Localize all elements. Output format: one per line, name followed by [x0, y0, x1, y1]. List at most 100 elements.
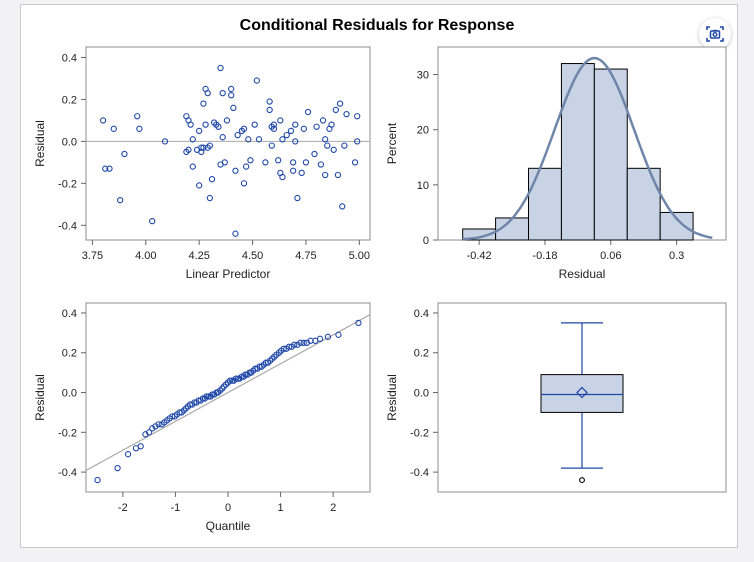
qq-point — [297, 339, 304, 346]
qq-plot-x-tick-label: 0 — [225, 502, 231, 514]
residual-histogram-y-tick-label: 0 — [423, 235, 429, 247]
qq-point — [355, 319, 362, 327]
residual-boxplot-y-tick-label: -0.4 — [410, 467, 429, 479]
residual-point — [232, 230, 239, 237]
residual-point — [189, 136, 196, 143]
residual-point — [215, 123, 222, 130]
residual-point — [313, 123, 320, 130]
residual-vs-predictor-y-tick-label: 0.4 — [62, 52, 77, 64]
residual-histogram-x-axis-label: Residual — [559, 267, 606, 281]
mean-diamond — [576, 386, 588, 399]
residual-histogram-y-tick-label: 20 — [417, 125, 429, 137]
residual-point — [206, 142, 213, 149]
histogram-bar — [659, 211, 694, 241]
qq-plot-plot-area — [85, 302, 371, 493]
residual-vs-predictor-x-tick-label: 4.00 — [135, 250, 156, 262]
residual-histogram-y-axis-label: Percent — [385, 122, 399, 164]
residual-point — [189, 163, 196, 170]
residual-point — [99, 117, 107, 124]
residual-point — [268, 142, 275, 149]
residual-point — [292, 138, 299, 145]
normal-density-curve — [462, 56, 713, 241]
residual-point — [217, 64, 224, 72]
camera-focus-icon — [706, 26, 724, 42]
residual-point — [322, 171, 329, 179]
qq-point — [124, 451, 132, 458]
residual-histogram-panel: 0 10 20 30 -0.42 -0.18 0.06 0.3 Residual Percent — [385, 46, 727, 281]
residual-point — [240, 180, 248, 187]
residual-vs-predictor-y-tick-label: 0.2 — [62, 94, 77, 106]
residual-histogram-y-tick-label: 30 — [417, 70, 429, 82]
qq-point — [291, 341, 298, 348]
qq-plot-x-tick-label: -1 — [171, 502, 181, 514]
residual-boxplot-y-tick-label: -0.2 — [410, 427, 429, 439]
qq-point — [280, 345, 287, 352]
residual-vs-predictor-x-tick-label: 3.75 — [82, 250, 103, 262]
residual-point — [219, 134, 226, 141]
residual-point — [262, 159, 269, 166]
residual-point — [247, 157, 254, 164]
histogram-bar — [626, 167, 661, 241]
residual-point — [136, 125, 143, 132]
residual-vs-predictor-x-tick-label: 4.50 — [242, 250, 263, 262]
residual-point — [336, 100, 344, 107]
qq-plot-y-tick-label: -0.2 — [58, 427, 77, 439]
residual-point — [234, 131, 241, 139]
qq-point — [114, 464, 121, 472]
residual-vs-predictor-x-tick-label: 5.00 — [349, 250, 370, 262]
residual-vs-predictor-y-axis-label: Residual — [33, 120, 47, 167]
residual-point — [289, 167, 297, 174]
residual-point — [102, 165, 109, 172]
residual-point — [332, 106, 339, 114]
residual-histogram-x-tick-label: -0.18 — [532, 250, 557, 262]
residual-point — [121, 150, 128, 158]
screenshot-button[interactable] — [699, 18, 731, 50]
residual-point — [161, 138, 169, 145]
qq-point — [137, 443, 144, 450]
residual-point — [223, 117, 231, 124]
qq-point — [149, 425, 156, 432]
outlier-point — [579, 477, 585, 484]
residual-point — [251, 121, 258, 128]
residual-vs-predictor-x-axis-label: Linear Predictor — [186, 267, 271, 281]
residual-vs-predictor-x-tick-label: 4.25 — [188, 250, 209, 262]
qq-point — [324, 333, 332, 340]
figure-title: Conditional Residuals for Response — [239, 17, 515, 34]
qq-point — [294, 341, 301, 348]
residual-vs-predictor-plot-area — [85, 46, 371, 241]
residual-point — [134, 113, 141, 120]
residual-point — [298, 169, 305, 177]
qq-point — [203, 393, 210, 400]
residual-boxplot-panel: -0.4 -0.2 0.0 0.2 0.4 Residual — [385, 302, 727, 493]
residual-point — [339, 203, 346, 210]
residual-vs-predictor-y-tick-label: -0.2 — [58, 178, 77, 190]
residual-point — [311, 150, 318, 158]
residual-point — [324, 142, 331, 149]
residual-point — [289, 159, 297, 166]
residual-point — [277, 117, 284, 124]
histogram-bar — [560, 63, 595, 241]
residual-point — [206, 194, 213, 202]
residual-vs-predictor-panel: -0.4 -0.2 0.0 0.2 0.4 3.75 4.00 4.25 4.50 4.75 5.0… — [33, 46, 371, 281]
qq-point — [94, 476, 101, 484]
residual-point — [198, 144, 205, 151]
residual-point — [354, 138, 361, 145]
qq-plot-x-axis-label: Quantile — [206, 519, 251, 533]
residual-point — [149, 217, 156, 225]
residual-point — [196, 182, 203, 189]
qq-point — [145, 429, 153, 436]
residual-point — [341, 142, 348, 149]
qq-plot-y-tick-label: -0.4 — [58, 467, 77, 479]
qq-reference-line — [86, 314, 370, 471]
residual-point — [255, 136, 263, 143]
residual-point — [230, 104, 237, 111]
residual-vs-predictor-x-tick-label: 4.75 — [295, 250, 316, 262]
residual-histogram-x-tick-label: 0.06 — [600, 250, 621, 262]
residual-point — [266, 106, 273, 114]
residual-point — [270, 121, 278, 128]
residual-point — [275, 157, 282, 164]
residual-point — [253, 77, 260, 84]
residual-point — [185, 146, 192, 153]
residual-point — [232, 167, 239, 174]
residual-point — [187, 121, 194, 128]
